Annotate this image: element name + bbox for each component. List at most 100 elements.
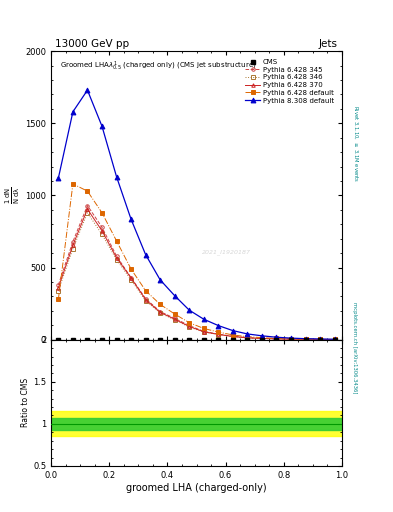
- Pythia 6.428 345: [231, 333, 235, 339]
- Line: CMS: CMS: [57, 338, 336, 342]
- CMS: [245, 336, 250, 343]
- Pythia 6.428 default: [245, 334, 250, 340]
- Pythia 6.428 346: [85, 210, 90, 216]
- Pythia 8.308 default: [231, 328, 235, 334]
- Y-axis label: $\mathrm{\frac{1}{N}\frac{dN}{d\lambda}}$: $\mathrm{\frac{1}{N}\frac{dN}{d\lambda}}…: [4, 186, 22, 204]
- Pythia 8.308 default: [100, 123, 105, 130]
- Pythia 6.428 346: [231, 334, 235, 340]
- Pythia 6.428 default: [202, 326, 206, 332]
- Pythia 6.428 370: [143, 296, 148, 303]
- Pythia 8.308 default: [245, 331, 250, 337]
- Pythia 6.428 default: [216, 329, 221, 335]
- Pythia 6.428 370: [56, 285, 61, 291]
- Pythia 8.308 default: [260, 333, 264, 339]
- X-axis label: groomed LHA (charged-only): groomed LHA (charged-only): [126, 482, 267, 493]
- Pythia 6.428 346: [289, 336, 294, 342]
- CMS: [289, 336, 294, 343]
- CMS: [274, 336, 279, 343]
- Pythia 6.428 346: [274, 336, 279, 342]
- Pythia 6.428 default: [56, 296, 61, 303]
- Pythia 8.308 default: [129, 216, 134, 222]
- Bar: [51, 418, 342, 430]
- Pythia 6.428 default: [260, 335, 264, 341]
- CMS: [71, 336, 75, 343]
- Pythia 6.428 346: [187, 324, 192, 330]
- Pythia 6.428 345: [158, 309, 163, 315]
- CMS: [332, 336, 337, 343]
- Pythia 8.308 default: [187, 307, 192, 313]
- CMS: [158, 336, 163, 343]
- Pythia 6.428 370: [114, 254, 119, 261]
- Pythia 6.428 370: [216, 331, 221, 337]
- Pythia 6.428 default: [332, 336, 337, 343]
- Line: Pythia 6.428 370: Pythia 6.428 370: [57, 207, 336, 342]
- Pythia 8.308 default: [143, 251, 148, 258]
- CMS: [187, 336, 192, 343]
- Pythia 8.308 default: [71, 109, 75, 115]
- Pythia 6.428 default: [187, 319, 192, 326]
- Pythia 6.428 345: [56, 282, 61, 288]
- Pythia 6.428 346: [158, 310, 163, 316]
- Pythia 6.428 345: [274, 336, 279, 342]
- Pythia 6.428 370: [318, 336, 323, 343]
- Pythia 6.428 370: [202, 329, 206, 335]
- Line: Pythia 6.428 default: Pythia 6.428 default: [57, 182, 336, 341]
- Pythia 6.428 370: [260, 335, 264, 342]
- Pythia 6.428 370: [158, 309, 163, 315]
- Text: Rivet 3.1.10, $\geq$ 3.1M events: Rivet 3.1.10, $\geq$ 3.1M events: [352, 105, 359, 182]
- Pythia 8.308 default: [158, 277, 163, 283]
- Pythia 6.428 default: [85, 188, 90, 194]
- Pythia 6.428 345: [114, 253, 119, 259]
- Pythia 6.428 346: [260, 335, 264, 342]
- Pythia 6.428 346: [332, 336, 337, 343]
- Pythia 6.428 default: [71, 181, 75, 187]
- Pythia 6.428 345: [129, 274, 134, 281]
- Pythia 6.428 346: [216, 331, 221, 337]
- CMS: [216, 336, 221, 343]
- Pythia 6.428 default: [114, 238, 119, 244]
- CMS: [202, 336, 206, 343]
- Pythia 6.428 346: [318, 336, 323, 343]
- Pythia 6.428 345: [173, 315, 177, 322]
- Line: Pythia 6.428 345: Pythia 6.428 345: [57, 204, 336, 342]
- Pythia 6.428 345: [245, 335, 250, 341]
- Pythia 6.428 370: [173, 316, 177, 322]
- Pythia 6.428 345: [202, 328, 206, 334]
- Pythia 6.428 346: [202, 329, 206, 335]
- CMS: [303, 336, 308, 343]
- Pythia 6.428 345: [318, 336, 323, 343]
- Text: mcplots.cern.ch [arXiv:1306.3436]: mcplots.cern.ch [arXiv:1306.3436]: [352, 303, 357, 394]
- Pythia 6.428 345: [260, 335, 264, 342]
- Pythia 6.428 370: [100, 228, 105, 234]
- CMS: [173, 336, 177, 343]
- CMS: [318, 336, 323, 343]
- Pythia 6.428 default: [129, 266, 134, 272]
- CMS: [56, 336, 61, 343]
- Pythia 6.428 370: [303, 336, 308, 343]
- Pythia 6.428 346: [100, 231, 105, 238]
- Pythia 6.428 345: [85, 202, 90, 208]
- Pythia 6.428 346: [56, 288, 61, 294]
- Pythia 8.308 default: [202, 316, 206, 322]
- Pythia 6.428 346: [143, 297, 148, 304]
- Pythia 6.428 default: [289, 336, 294, 342]
- Pythia 6.428 370: [289, 336, 294, 342]
- Pythia 6.428 370: [71, 242, 75, 248]
- Pythia 8.308 default: [303, 336, 308, 342]
- Pythia 6.428 345: [303, 336, 308, 343]
- Y-axis label: Ratio to CMS: Ratio to CMS: [21, 378, 30, 428]
- Pythia 6.428 345: [100, 224, 105, 230]
- Line: Pythia 8.308 default: Pythia 8.308 default: [56, 88, 337, 342]
- Text: Jets: Jets: [319, 38, 338, 49]
- Pythia 6.428 370: [231, 333, 235, 339]
- Pythia 6.428 346: [173, 317, 177, 323]
- Text: 2021_I1920187: 2021_I1920187: [202, 249, 251, 255]
- Pythia 6.428 346: [303, 336, 308, 343]
- Pythia 6.428 345: [187, 323, 192, 329]
- CMS: [143, 336, 148, 343]
- Pythia 6.428 370: [332, 336, 337, 343]
- Pythia 6.428 345: [216, 331, 221, 337]
- Pythia 8.308 default: [318, 336, 323, 342]
- Pythia 6.428 370: [129, 275, 134, 281]
- Pythia 6.428 370: [245, 335, 250, 341]
